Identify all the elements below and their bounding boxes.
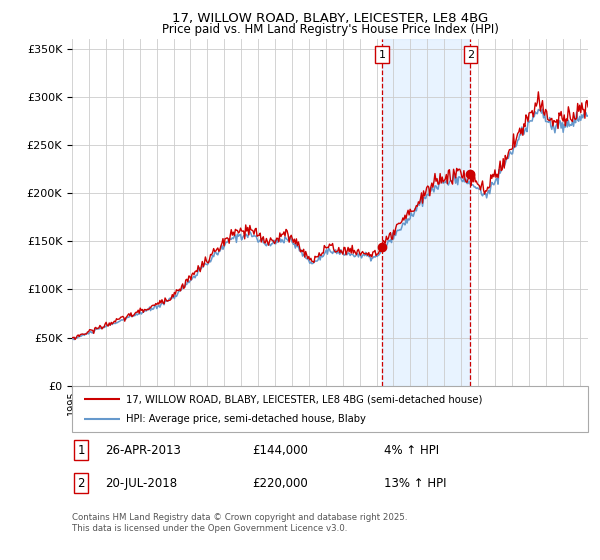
Text: 2: 2 — [77, 477, 85, 490]
Text: HPI: Average price, semi-detached house, Blaby: HPI: Average price, semi-detached house,… — [126, 414, 366, 424]
Text: 13% ↑ HPI: 13% ↑ HPI — [384, 477, 446, 490]
Text: 2: 2 — [467, 50, 474, 59]
Text: 4% ↑ HPI: 4% ↑ HPI — [384, 444, 439, 456]
Text: 26-APR-2013: 26-APR-2013 — [105, 444, 181, 456]
Text: 20-JUL-2018: 20-JUL-2018 — [105, 477, 177, 490]
Text: 17, WILLOW ROAD, BLABY, LEICESTER, LE8 4BG: 17, WILLOW ROAD, BLABY, LEICESTER, LE8 4… — [172, 12, 488, 25]
Text: £144,000: £144,000 — [252, 444, 308, 456]
Text: 17, WILLOW ROAD, BLABY, LEICESTER, LE8 4BG (semi-detached house): 17, WILLOW ROAD, BLABY, LEICESTER, LE8 4… — [126, 394, 482, 404]
Text: Contains HM Land Registry data © Crown copyright and database right 2025.
This d: Contains HM Land Registry data © Crown c… — [72, 513, 407, 533]
Text: 1: 1 — [379, 50, 385, 59]
Text: £220,000: £220,000 — [252, 477, 308, 490]
Text: 1: 1 — [77, 444, 85, 456]
Bar — [382, 39, 470, 386]
Text: Price paid vs. HM Land Registry's House Price Index (HPI): Price paid vs. HM Land Registry's House … — [161, 24, 499, 36]
